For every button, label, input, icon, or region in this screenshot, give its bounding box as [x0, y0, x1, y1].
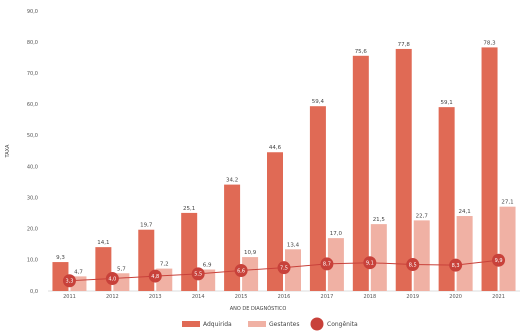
data-label-adquirida: 75,6	[355, 49, 368, 55]
legend-swatch-congenita	[310, 317, 324, 331]
data-label-gestantes: 21,5	[373, 217, 386, 223]
x-tick-label: 2011	[63, 294, 76, 300]
point-congenita	[406, 258, 420, 272]
point-congenita	[320, 257, 334, 271]
x-tick-label: 2019	[406, 294, 419, 300]
point-congenita	[234, 263, 248, 277]
data-label-gestantes: 27,1	[501, 200, 513, 206]
x-axis-title: ANO DE DIAGNÓSTICO	[230, 305, 287, 312]
data-label-congenita: 3,3	[65, 279, 73, 285]
data-label-congenita: 6,6	[237, 268, 245, 274]
point-congenita	[363, 256, 377, 270]
legend-label-congenita: Congênita	[327, 321, 358, 328]
bar-gestantes	[413, 220, 430, 291]
data-label-adquirida: 34,2	[226, 178, 238, 184]
data-label-gestantes: 13,4	[287, 242, 300, 248]
bar-gestantes	[456, 216, 473, 291]
data-label-congenita: 4,0	[108, 276, 116, 282]
data-label-congenita: 8,3	[452, 263, 460, 269]
data-label-gestantes: 10,9	[244, 250, 257, 256]
data-label-gestantes: 22,7	[416, 213, 429, 219]
data-label-gestantes: 6,9	[203, 263, 212, 269]
x-tick-label: 2014	[192, 294, 205, 300]
legend-swatch-adquirida	[182, 321, 200, 327]
data-label-congenita: 8,5	[409, 262, 417, 268]
data-label-gestantes: 17,0	[330, 231, 343, 237]
y-tick-label: 90,0	[27, 9, 38, 15]
point-congenita	[148, 269, 162, 283]
bar-adquirida	[309, 106, 326, 291]
data-label-adquirida: 59,4	[312, 99, 325, 105]
y-tick-label: 30,0	[27, 195, 38, 201]
data-label-gestantes: 24,1	[459, 209, 471, 215]
bar-adquirida	[267, 152, 283, 291]
x-tick-label: 2020	[449, 294, 462, 300]
data-label-congenita: 9,9	[495, 258, 503, 264]
data-label-congenita: 7,5	[280, 265, 288, 271]
data-label-adquirida: 44,6	[269, 145, 282, 151]
bar-adquirida	[481, 47, 498, 292]
bar-gestantes	[370, 224, 387, 291]
data-label-congenita: 4,8	[151, 274, 159, 280]
y-axis-title: TAXA	[5, 144, 11, 159]
bar-gestantes	[327, 238, 344, 291]
data-label-congenita: 5,5	[194, 272, 202, 278]
bar-adquirida	[95, 247, 112, 291]
legend-label-gestantes: Gestantes	[269, 321, 299, 328]
x-tick-label: 2016	[278, 294, 291, 300]
data-label-adquirida: 14,1	[97, 240, 109, 246]
x-tick-label: 2021	[492, 294, 505, 300]
data-label-adquirida: 59,1	[441, 100, 453, 106]
point-congenita	[105, 272, 119, 286]
point-congenita	[449, 258, 463, 272]
x-tick-label: 2015	[235, 294, 248, 300]
data-label-adquirida: 25,1	[183, 206, 195, 212]
bar-adquirida	[395, 48, 412, 292]
bar-gestantes	[499, 206, 516, 291]
bar-gestantes	[242, 257, 259, 291]
data-label-congenita: 9,1	[366, 260, 374, 266]
y-tick-label: 70,0	[27, 71, 38, 77]
y-tick-label: 20,0	[27, 227, 38, 233]
y-tick-label: 10,0	[27, 258, 38, 264]
bar-adquirida	[438, 107, 455, 291]
x-tick-label: 2018	[363, 294, 376, 300]
point-congenita	[277, 261, 291, 275]
bar-gestantes	[285, 249, 301, 291]
legend-swatch-gestantes	[248, 321, 266, 327]
y-tick-label: 0,0	[30, 289, 38, 295]
y-tick-label: 60,0	[27, 102, 38, 108]
point-congenita	[492, 253, 506, 267]
y-tick-label: 40,0	[27, 164, 38, 170]
data-label-adquirida: 19,7	[140, 223, 153, 229]
x-tick-label: 2013	[149, 294, 162, 300]
data-label-adquirida: 78,3	[483, 40, 496, 46]
point-congenita	[191, 267, 205, 281]
y-tick-label: 50,0	[27, 133, 38, 139]
bar-adquirida	[138, 229, 155, 291]
data-label-gestantes: 7,2	[160, 262, 169, 268]
bar-adquirida	[352, 55, 369, 291]
data-label-adquirida: 77,8	[398, 42, 411, 48]
point-congenita	[62, 274, 76, 288]
legend-label-adquirida: Adquirida	[203, 321, 232, 328]
data-label-adquirida: 9,3	[56, 255, 65, 261]
x-tick-label: 2017	[321, 294, 334, 300]
y-tick-label: 80,0	[27, 40, 38, 46]
data-label-gestantes: 5,7	[117, 266, 126, 272]
data-label-congenita: 8,7	[323, 262, 331, 268]
data-label-gestantes: 4,7	[74, 269, 83, 275]
x-tick-label: 2012	[106, 294, 119, 300]
bar-adquirida	[224, 184, 241, 291]
